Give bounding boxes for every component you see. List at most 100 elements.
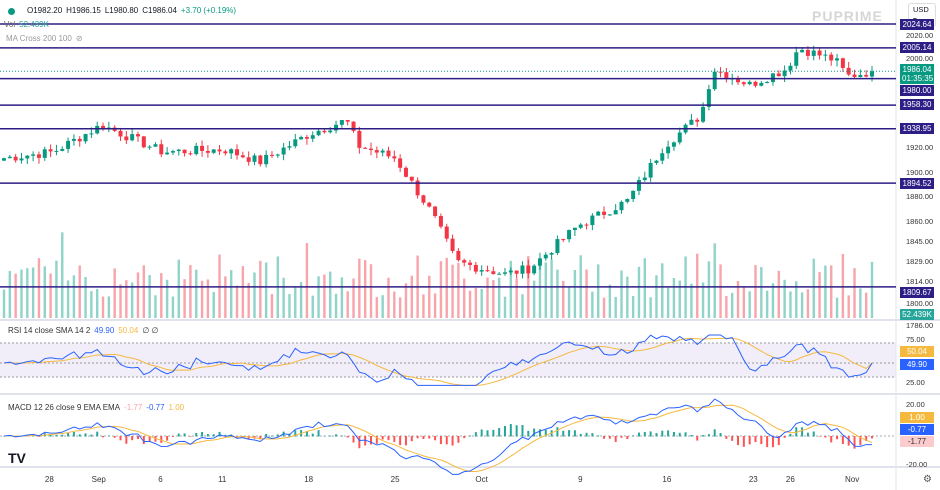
candle-body [118, 130, 123, 137]
candle-body [753, 81, 758, 86]
volume-bar [329, 271, 332, 318]
volume-bar [509, 260, 513, 318]
level-label[interactable]: 2024.64 [900, 19, 934, 30]
price-tick: 1786.00 [906, 321, 934, 330]
volume-bar [101, 296, 105, 318]
volume-bar [492, 280, 495, 318]
ohlc-legend: O1982.20 H1986.15 L1980.80 C1986.04 +3.7… [8, 6, 236, 16]
volume-bar [789, 291, 792, 318]
candle-body [339, 120, 344, 125]
volume-bar [486, 277, 489, 318]
level-label[interactable]: 1809.67 [900, 287, 934, 298]
volume-bar [771, 283, 775, 318]
volume-bar [730, 292, 734, 318]
macd-hist-bar [375, 436, 378, 444]
volume-bar [410, 275, 413, 318]
volume-bar [323, 274, 326, 318]
close-value: C1986.04 [142, 6, 177, 15]
candle-body [7, 156, 12, 159]
candle-body [2, 158, 6, 161]
candle-body [89, 133, 94, 135]
last-price: 1986.04 [902, 65, 932, 74]
candle-body [444, 226, 449, 239]
volume-bar [585, 269, 588, 318]
price-tick: 1845.00 [906, 237, 934, 246]
candle-body [153, 144, 158, 147]
ma-legend[interactable]: MA Cross 200 100 ⊘ [6, 34, 83, 44]
volume-bar [422, 294, 425, 318]
macd-hist-bar [3, 436, 5, 437]
price-tick: 1900.00 [906, 168, 934, 177]
volume-bar [830, 265, 833, 318]
volume-bar [189, 265, 192, 318]
date-tick: 28 [44, 475, 54, 484]
level-label[interactable]: 1938.95 [900, 122, 934, 134]
volume-bar [20, 269, 23, 318]
macd-hist-bar [696, 436, 699, 441]
macd-hist-bar [533, 428, 536, 437]
candle-body [840, 58, 845, 68]
volume-bar [212, 291, 215, 318]
candle-body [823, 54, 828, 56]
candle-body [788, 65, 793, 71]
macd-hist-bar [754, 436, 757, 443]
macd-hist-bar [672, 431, 675, 437]
candle-body [427, 202, 432, 207]
macd-hist-bar [393, 436, 396, 442]
volume-legend[interactable]: Vol 52.439K [4, 20, 49, 30]
macd-hist-bar [783, 436, 786, 438]
macd-hist-bar [183, 433, 186, 437]
macd-hist-bar [451, 436, 454, 446]
candle-body [631, 190, 636, 200]
macd-hist-bar [603, 436, 606, 439]
level-label[interactable]: 1980.00 [900, 85, 934, 96]
candle-body [852, 74, 857, 78]
macd-signal-value: 1.00 [168, 403, 185, 412]
macd-legend[interactable]: MACD 12 26 close 9 EMA EMA -1.77 -0.77 1.00 [8, 403, 184, 413]
macd-signal-label: 1.00 [900, 412, 934, 423]
macd-hist-bar [265, 433, 268, 437]
volume-bar [859, 288, 862, 318]
macd-hist-bar [748, 436, 751, 445]
level-label[interactable]: 1894.52 [900, 178, 934, 189]
candle-body [741, 82, 746, 85]
candle-body [409, 176, 414, 181]
volume-bar [229, 270, 233, 318]
macd-hist-bar [544, 429, 547, 437]
candle-body [677, 132, 682, 143]
candle-body [811, 50, 816, 56]
macd-hist-bar [766, 436, 769, 448]
macd-hist-bar [136, 436, 139, 440]
level-label[interactable]: 1958.30 [900, 99, 934, 111]
macd-hist-bar [608, 436, 611, 439]
volume-bar [352, 278, 355, 318]
volume-bar [84, 276, 87, 318]
macd-hist-bar [789, 433, 792, 437]
volume-bar [125, 280, 128, 318]
volume-bar [474, 287, 478, 318]
tradingview-logo-icon: TV [8, 450, 26, 466]
candle-body [170, 151, 175, 153]
rsi-legend[interactable]: RSI 14 close SMA 14 2 49.90 50.04 ∅ ∅ [8, 326, 159, 336]
settings-icon[interactable]: ⚙ [923, 474, 932, 485]
level-label[interactable]: 2005.14 [900, 41, 934, 53]
volume-bar [154, 295, 157, 318]
candle-body [135, 134, 140, 137]
date-tick: 9 [578, 475, 583, 484]
macd-hist-bar [643, 431, 646, 437]
candle-body [71, 138, 76, 141]
volume-bar [608, 284, 612, 318]
candle-body [473, 264, 478, 272]
rsi-extra: ∅ ∅ [142, 326, 159, 335]
macd-hist-bar [474, 432, 477, 437]
eye-hidden-icon[interactable]: ⊘ [75, 34, 83, 43]
candle-body [328, 130, 333, 133]
volume-bar [760, 267, 763, 318]
macd-hist-bar [737, 436, 740, 446]
volume-bar [468, 290, 472, 318]
volume-bar [835, 297, 839, 318]
volume-bar [643, 258, 647, 318]
volume-bar [130, 282, 134, 318]
bar-countdown: 01:35:35 [902, 74, 934, 83]
